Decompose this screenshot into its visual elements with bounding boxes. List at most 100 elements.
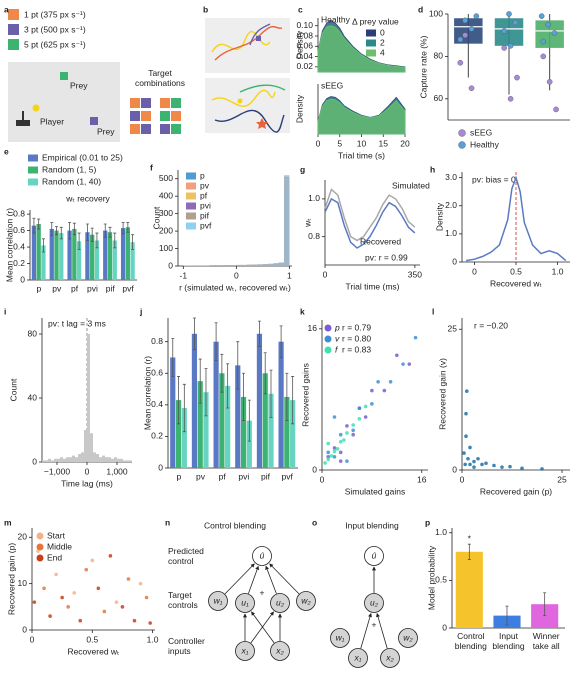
histogram-bar [126,460,129,462]
panel-letter: h [430,164,435,174]
y-tick-label: 0 [32,456,37,466]
combination-cell [160,111,170,121]
legend-swatch [366,39,376,47]
panel-letter: f [150,162,153,172]
x-tick-label: 15 [379,138,389,148]
capture-star [256,118,268,129]
bar [181,408,187,468]
y-tick-label: 0.8 [13,208,25,218]
scatter-point [351,428,355,433]
scatter-point [338,459,343,463]
scatter-point [345,431,349,435]
histogram-bar [215,265,221,266]
histogram-bar [66,457,69,462]
panel-letter: j [139,306,142,316]
data-point [507,43,514,49]
bar [90,234,95,280]
error-bar [220,353,224,393]
x-axis-label: Trial time (ms) [346,281,400,291]
node [364,593,384,613]
node-label: x₁ [354,652,362,662]
scatter-point [144,595,149,600]
row-label: Target controls [168,590,198,610]
error-bar [198,358,202,404]
y-tick-label: 0.02 [296,61,313,71]
legend-swatch [8,39,19,50]
scatter-point [351,423,355,427]
bar [246,420,252,468]
y-tick-label: 400 [159,190,173,200]
y-tick-label: 0.5 [435,575,447,585]
trajectory [214,25,283,61]
error-bar [113,232,117,249]
legend-swatch [186,182,196,190]
scatter-point [108,554,113,558]
series-label: Recovered [360,236,401,246]
histogram-bar [204,265,210,266]
legend-label: 3 pt (500 px s⁻¹) [24,24,86,34]
edge [265,565,277,594]
y-axis-label: Density [294,94,304,123]
bar [130,242,135,280]
x-axis-label: r (simulated wₜ, recovered wₜ) [179,282,291,292]
scatter-point [126,577,131,581]
scatter-point [342,438,346,442]
error-bar [103,223,107,238]
x-tick-label: pf [219,471,227,481]
scatter-point [148,621,152,625]
error-bar [77,232,81,250]
histogram-bar [278,262,285,266]
bar [85,232,90,280]
scatter-point [120,605,125,609]
bar [49,228,54,280]
edge [269,563,300,595]
y-axis-label: Count [8,378,18,401]
scatter-point [335,447,340,451]
node-label: x₂ [275,645,284,655]
bar [170,357,176,468]
density-area [317,98,406,135]
error-bar [68,221,72,240]
error-bar [242,372,246,422]
data-point [501,45,508,51]
error-bar [226,363,230,409]
scatter-point [468,462,472,467]
player [32,104,40,112]
data-point [553,106,559,113]
scatter-point [464,411,468,416]
legend-title: Δ prey value [352,16,399,26]
error-bar [171,338,175,377]
error-bar [263,352,267,395]
y-axis-label: Recovered gain (p) [6,543,16,615]
line [466,175,567,262]
scatter-point [326,441,331,446]
legend-label: pvi [200,200,211,210]
legend-label: Middle [47,541,72,551]
histogram-bar [225,265,232,266]
node [296,591,316,611]
bar [219,373,225,468]
legend-r: r = 0.83 [342,344,371,354]
subtitle: wₜ recovery [65,193,110,203]
x-tick-label: -1 [180,270,188,280]
scatter-point [102,609,107,614]
y-axis-label: Capture rate (%) [418,35,428,98]
bar [278,341,284,468]
scatter-point [345,424,349,428]
legend-label: pf [200,190,208,200]
x-tick-label: 5 [337,138,342,148]
y-tick-label: 0 [158,462,163,472]
x-tick-label: 16 [417,474,427,484]
panel-letter: m [4,517,12,527]
combination-cell [130,124,140,134]
node-label: w₁ [336,632,345,642]
legend-label: pv [200,180,210,190]
edge [376,612,388,649]
node [270,593,290,613]
subplot-title: sEEG [321,80,343,90]
y-axis-label: Recovered gain (v) [437,358,447,430]
histogram-bar [241,264,247,266]
bar [36,224,41,280]
data-point [462,17,468,24]
bar [191,333,198,468]
